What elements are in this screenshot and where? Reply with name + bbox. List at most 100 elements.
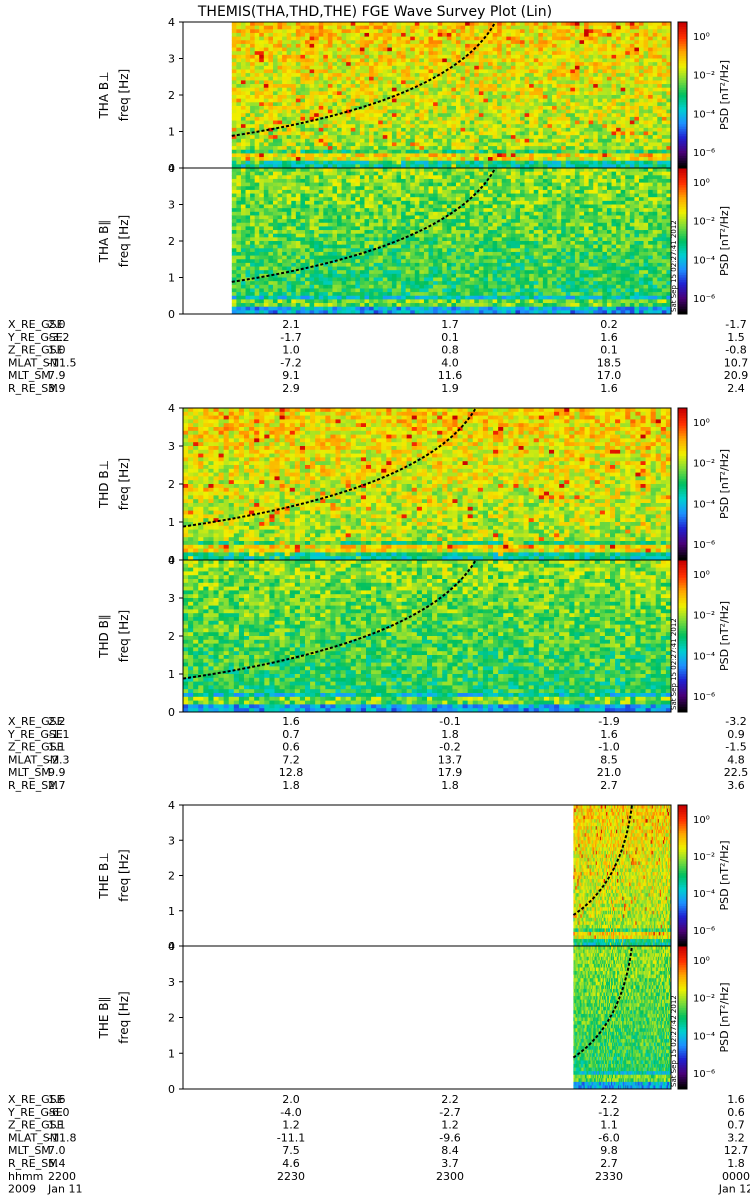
spectrogram-cell xyxy=(272,36,278,41)
spectrogram-cell xyxy=(291,189,297,194)
spectrogram-cell xyxy=(291,178,297,183)
spectrogram-cell xyxy=(629,54,635,59)
spectrogram-cell xyxy=(657,73,663,78)
spectrogram-cell xyxy=(341,270,347,275)
spectrogram-cell xyxy=(588,36,594,41)
spectrogram-cell xyxy=(305,237,310,242)
spectrogram-cell xyxy=(272,62,278,67)
colorbar-segment xyxy=(678,141,687,145)
spectrogram-cell xyxy=(259,288,265,293)
spectrogram-cell xyxy=(584,36,590,41)
spectrogram-cell xyxy=(611,76,617,81)
spectrogram-cell xyxy=(533,43,539,48)
spectrogram-cell xyxy=(593,116,599,121)
spectrogram-cell xyxy=(272,204,278,209)
spectrogram-cell xyxy=(401,47,407,52)
spectrogram-cell xyxy=(295,113,301,118)
colorbar-segment xyxy=(678,24,687,28)
spectrogram-cell xyxy=(460,47,466,52)
spectrogram-cell xyxy=(520,76,526,81)
spectrogram-cell xyxy=(556,47,562,52)
spectrogram-cell xyxy=(314,120,320,125)
spectrogram-cell xyxy=(661,138,667,143)
spectrogram-cell xyxy=(277,222,283,227)
spectrogram-cell xyxy=(410,65,416,70)
spectrogram-cell xyxy=(291,230,297,235)
spectrogram-cell xyxy=(433,164,439,169)
spectrogram-cell xyxy=(652,73,658,78)
spectrogram-cell xyxy=(657,98,663,103)
spectrogram-cell xyxy=(652,127,658,132)
spectrogram-cell xyxy=(634,87,640,92)
spectrogram-cell xyxy=(309,84,315,89)
spectrogram-cell xyxy=(648,135,654,140)
spectrogram-cell xyxy=(433,87,439,92)
spectrogram-cell xyxy=(414,153,420,158)
colorbar-segment xyxy=(678,131,687,135)
spectrogram-cell xyxy=(414,160,420,165)
spectrogram-cell xyxy=(474,135,480,140)
spectrogram-cell xyxy=(643,149,649,154)
spectrogram-cell xyxy=(597,91,603,96)
spectrogram-cell xyxy=(401,40,407,45)
spectrogram-cell xyxy=(602,105,608,110)
spectrogram-cell xyxy=(378,157,384,162)
spectrogram-cell xyxy=(378,62,384,67)
spectrogram-cell xyxy=(588,73,594,78)
spectrogram-cell xyxy=(446,73,452,78)
spectrogram-cell xyxy=(337,43,343,48)
spectrogram-cell xyxy=(396,138,402,143)
spectrogram-cell xyxy=(254,222,260,227)
spectrogram-cell xyxy=(364,102,370,107)
spectrogram-cell xyxy=(300,58,306,63)
spectrogram-cell xyxy=(396,76,402,81)
spectrogram-cell xyxy=(323,303,329,308)
spectrogram-cell xyxy=(533,157,539,162)
spectrogram-cell xyxy=(341,299,347,304)
spectrogram-cell xyxy=(524,84,530,89)
spectrogram-cell xyxy=(616,95,622,100)
spectrogram-cell xyxy=(474,157,480,162)
spectrogram-cell xyxy=(396,80,402,85)
spectrogram-cell xyxy=(597,124,603,129)
spectrogram-cell xyxy=(451,58,457,63)
spectrogram-cell xyxy=(286,178,292,183)
spectrogram-cell xyxy=(369,40,375,45)
spectrogram-cell xyxy=(240,149,246,154)
spectrogram-cell xyxy=(501,36,507,41)
spectrogram-cell xyxy=(625,95,631,100)
spectrogram-cell xyxy=(455,127,461,132)
spectrogram-cell xyxy=(465,149,471,154)
spectrogram-cell xyxy=(300,215,306,220)
spectrogram-cell xyxy=(552,80,558,85)
spectrogram-cell xyxy=(455,157,461,162)
spectrogram-cell xyxy=(561,164,567,169)
spectrogram-cell xyxy=(478,135,484,140)
spectrogram-cell xyxy=(606,80,612,85)
spectrogram-cell xyxy=(634,40,640,45)
spectrogram-cell xyxy=(638,62,644,67)
spectrogram-cell xyxy=(524,113,530,118)
spectrogram-cell xyxy=(570,91,576,96)
spectrogram-cell xyxy=(355,124,361,129)
spectrogram-cell xyxy=(231,244,237,249)
spectrogram-cell xyxy=(638,116,644,121)
spectrogram-cell xyxy=(501,47,507,52)
spectrogram-cell xyxy=(442,51,448,56)
spectrogram-cell xyxy=(332,175,338,180)
spectrogram-cell xyxy=(515,22,521,27)
spectrogram-cell xyxy=(332,62,338,67)
spectrogram-cell xyxy=(327,22,333,27)
spectrogram-cell xyxy=(405,91,411,96)
spectrogram-cell xyxy=(634,73,640,78)
spectrogram-cell xyxy=(620,157,626,162)
spectrogram-cell xyxy=(661,47,667,52)
spectrogram-cell xyxy=(657,153,663,158)
spectrogram-cell xyxy=(391,25,397,30)
spectrogram-cell xyxy=(295,65,301,70)
spectrogram-cell xyxy=(277,22,283,27)
spectrogram-cell xyxy=(272,219,278,224)
spectrogram-cell xyxy=(318,22,324,27)
spectrogram-cell xyxy=(282,233,288,238)
spectrogram-cell xyxy=(364,58,370,63)
